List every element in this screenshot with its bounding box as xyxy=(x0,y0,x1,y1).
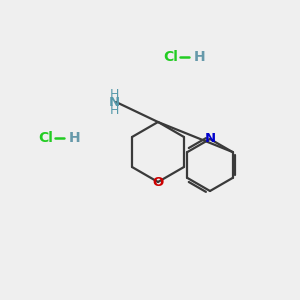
Text: H: H xyxy=(109,88,119,100)
Text: H: H xyxy=(69,131,81,145)
Text: N: N xyxy=(108,95,120,109)
Text: H: H xyxy=(194,50,206,64)
Text: O: O xyxy=(152,176,164,188)
Text: H: H xyxy=(109,103,119,116)
Text: Cl: Cl xyxy=(38,131,53,145)
Text: Cl: Cl xyxy=(163,50,178,64)
Text: N: N xyxy=(204,131,216,145)
